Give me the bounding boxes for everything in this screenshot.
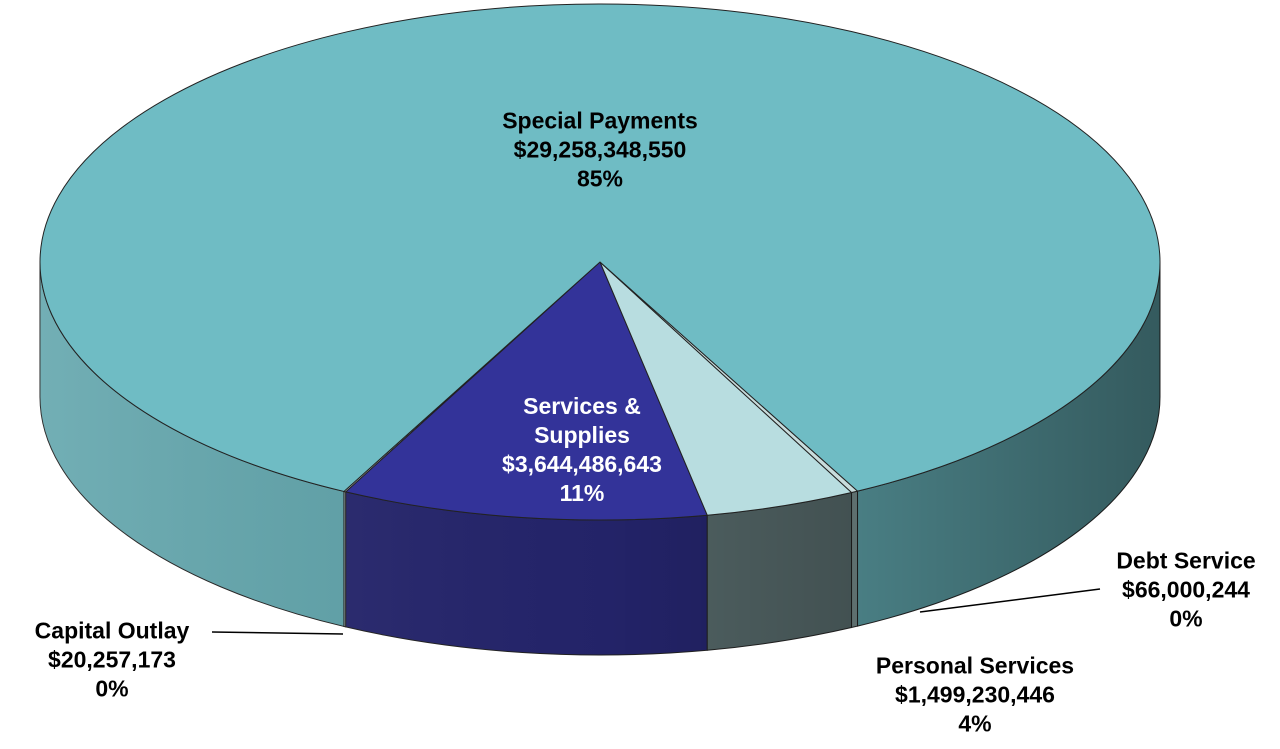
slice-side [851, 490, 859, 629]
data-label: Special Payments $29,258,348,550 85% [502, 107, 698, 194]
slice-value: 85% [576, 165, 624, 192]
data-label: Services & Supplies $3,644,486,643 11% [497, 392, 667, 508]
slice-value: $3,644,486,643 [502, 451, 662, 477]
slice-name: Special Payments [502, 107, 698, 134]
slice-value: $29,258,348,550 [513, 136, 687, 163]
slice-value: $1,499,230,446 [895, 681, 1055, 708]
slice-name: Personal Services [875, 652, 1075, 679]
slice-value: 11% [559, 480, 605, 506]
slice-name: Debt Service [1116, 547, 1256, 574]
slice-value: $20,257,173 [48, 646, 176, 673]
leader-line [919, 588, 1101, 613]
leader-line [211, 631, 344, 635]
slice-name: Services & Supplies [523, 393, 641, 448]
slice-side [706, 491, 853, 651]
slice-top [344, 261, 708, 521]
slice-value: 0% [1169, 605, 1203, 632]
slice-value: 0% [95, 675, 129, 702]
slice-top [39, 3, 1161, 492]
data-label: Personal Services $1,499,230,446 4% [876, 652, 1074, 739]
slice-name: Capital Outlay [34, 617, 190, 644]
data-label: Debt Service $66,000,244 0% [1116, 547, 1255, 634]
slice-value: $66,000,244 [1122, 576, 1250, 603]
slice-value: 4% [958, 710, 992, 737]
data-label: Capital Outlay $20,257,173 0% [35, 617, 190, 704]
